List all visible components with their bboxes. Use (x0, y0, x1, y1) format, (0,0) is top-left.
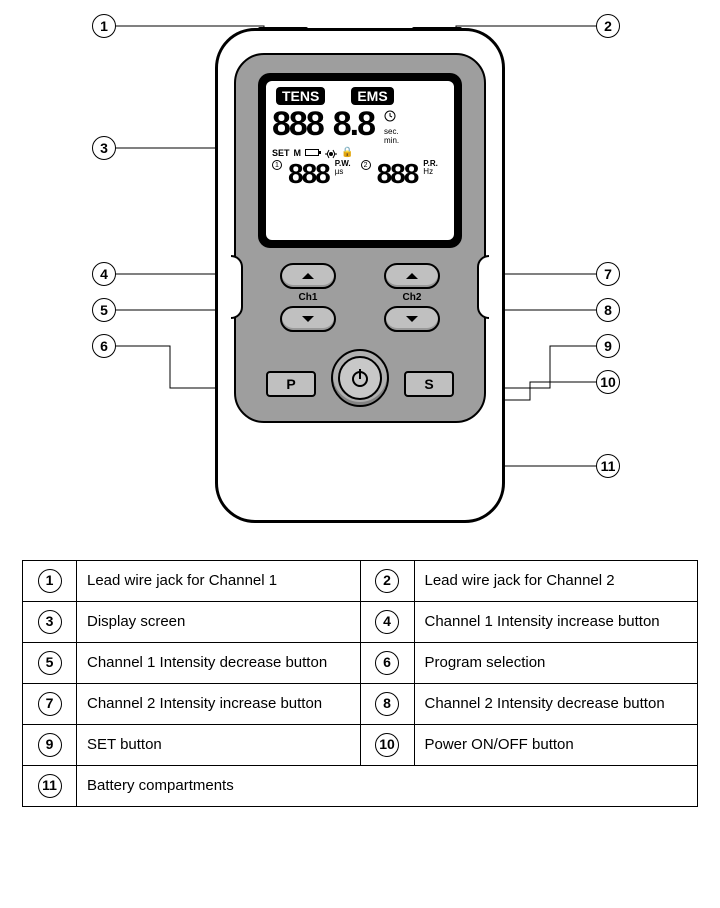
jack-ch1 (258, 27, 308, 31)
ch1-label: Ch1 (268, 292, 348, 303)
legend-text: Channel 2 Intensity increase button (77, 684, 361, 724)
legend-text: Lead wire jack for Channel 2 (415, 561, 698, 601)
legend-num: 10 (375, 733, 399, 757)
legend-text: Power ON/OFF button (415, 725, 698, 765)
ch2-label: Ch2 (372, 292, 452, 303)
legend-text: Display screen (77, 602, 361, 642)
page: 1 2 3 4 5 6 7 8 9 10 11 (0, 0, 720, 908)
legend-text: Channel 2 Intensity decrease button (415, 684, 698, 724)
chevron-up-icon (405, 271, 419, 281)
ch2-down-button[interactable] (384, 306, 440, 332)
legend-num: 6 (375, 651, 399, 675)
ch1-up-button[interactable] (280, 263, 336, 289)
seg-bot-left: 888 (288, 160, 329, 188)
lcd-hz: Hz (423, 168, 433, 176)
chevron-down-icon (301, 314, 315, 324)
legend-num: 5 (38, 651, 62, 675)
lcd-us: µs (335, 168, 344, 176)
legend-row: 5 Channel 1 Intensity decrease button 6 Pro… (23, 642, 697, 683)
legend-row: 9 SET button 10 Power ON/OFF button (23, 724, 697, 765)
legend-row: 3 Display screen 4 Channel 1 Intensity incr… (23, 601, 697, 642)
clock-icon (384, 109, 399, 127)
lcd-frame: TENS EMS 888 8.8 sec. min. (258, 73, 462, 248)
ch2-column: Ch2 (372, 263, 452, 332)
legend-table: 1 Lead wire jack for Channel 1 2 Lead wire … (22, 560, 698, 807)
legend-text: Program selection (415, 643, 698, 683)
legend-num: 9 (38, 733, 62, 757)
legend-row: 1 Lead wire jack for Channel 1 2 Lead wire … (23, 561, 697, 601)
lock-icon: 🔒 (341, 147, 353, 158)
seg-top-left: 888 (272, 107, 323, 141)
legend-num: 8 (375, 692, 399, 716)
legend-num: 3 (38, 610, 62, 634)
power-icon (349, 367, 371, 389)
ch1-down-button[interactable] (280, 306, 336, 332)
ch2-up-button[interactable] (384, 263, 440, 289)
chevron-up-icon (301, 271, 315, 281)
badge-tens: TENS (276, 87, 325, 105)
legend-num: 2 (375, 569, 399, 593)
lcd-m: M (294, 148, 302, 158)
jack-ch2 (412, 27, 462, 31)
legend-num: 11 (38, 774, 62, 798)
bodypart-icon (323, 148, 337, 158)
program-button[interactable]: P (266, 371, 316, 397)
battery-icon (305, 149, 319, 156)
legend-num: 7 (38, 692, 62, 716)
set-button[interactable]: S (404, 371, 454, 397)
lcd-ch2-icon: 2 (361, 160, 371, 170)
legend-text: SET button (77, 725, 361, 765)
seg-top-right: 8.8 (333, 107, 374, 141)
legend-num: 4 (375, 610, 399, 634)
legend-text: Lead wire jack for Channel 1 (77, 561, 361, 601)
legend-row: 11 Battery compartments (23, 765, 697, 806)
power-button[interactable] (331, 349, 389, 407)
lcd-ch1-icon: 1 (272, 160, 282, 170)
badge-ems: EMS (351, 87, 393, 105)
controls-area: Ch1 Ch2 P S (258, 263, 462, 411)
chevron-down-icon (405, 314, 419, 324)
device-body: TENS EMS 888 8.8 sec. min. (215, 28, 505, 523)
lcd-set: SET (272, 148, 290, 158)
ch1-column: Ch1 (268, 263, 348, 332)
legend-num: 1 (38, 569, 62, 593)
legend-text: Channel 1 Intensity increase button (415, 602, 698, 642)
display-screen: TENS EMS 888 8.8 sec. min. (266, 81, 454, 240)
legend-text: Channel 1 Intensity decrease button (77, 643, 361, 683)
legend-text: Battery compartments (77, 766, 697, 806)
lcd-min: min. (384, 137, 399, 145)
device-panel: TENS EMS 888 8.8 sec. min. (234, 53, 486, 423)
legend-row: 7 Channel 2 Intensity increase button 8 Cha… (23, 683, 697, 724)
lcd-sec: sec. (384, 128, 399, 136)
seg-bot-right: 888 (377, 160, 418, 188)
